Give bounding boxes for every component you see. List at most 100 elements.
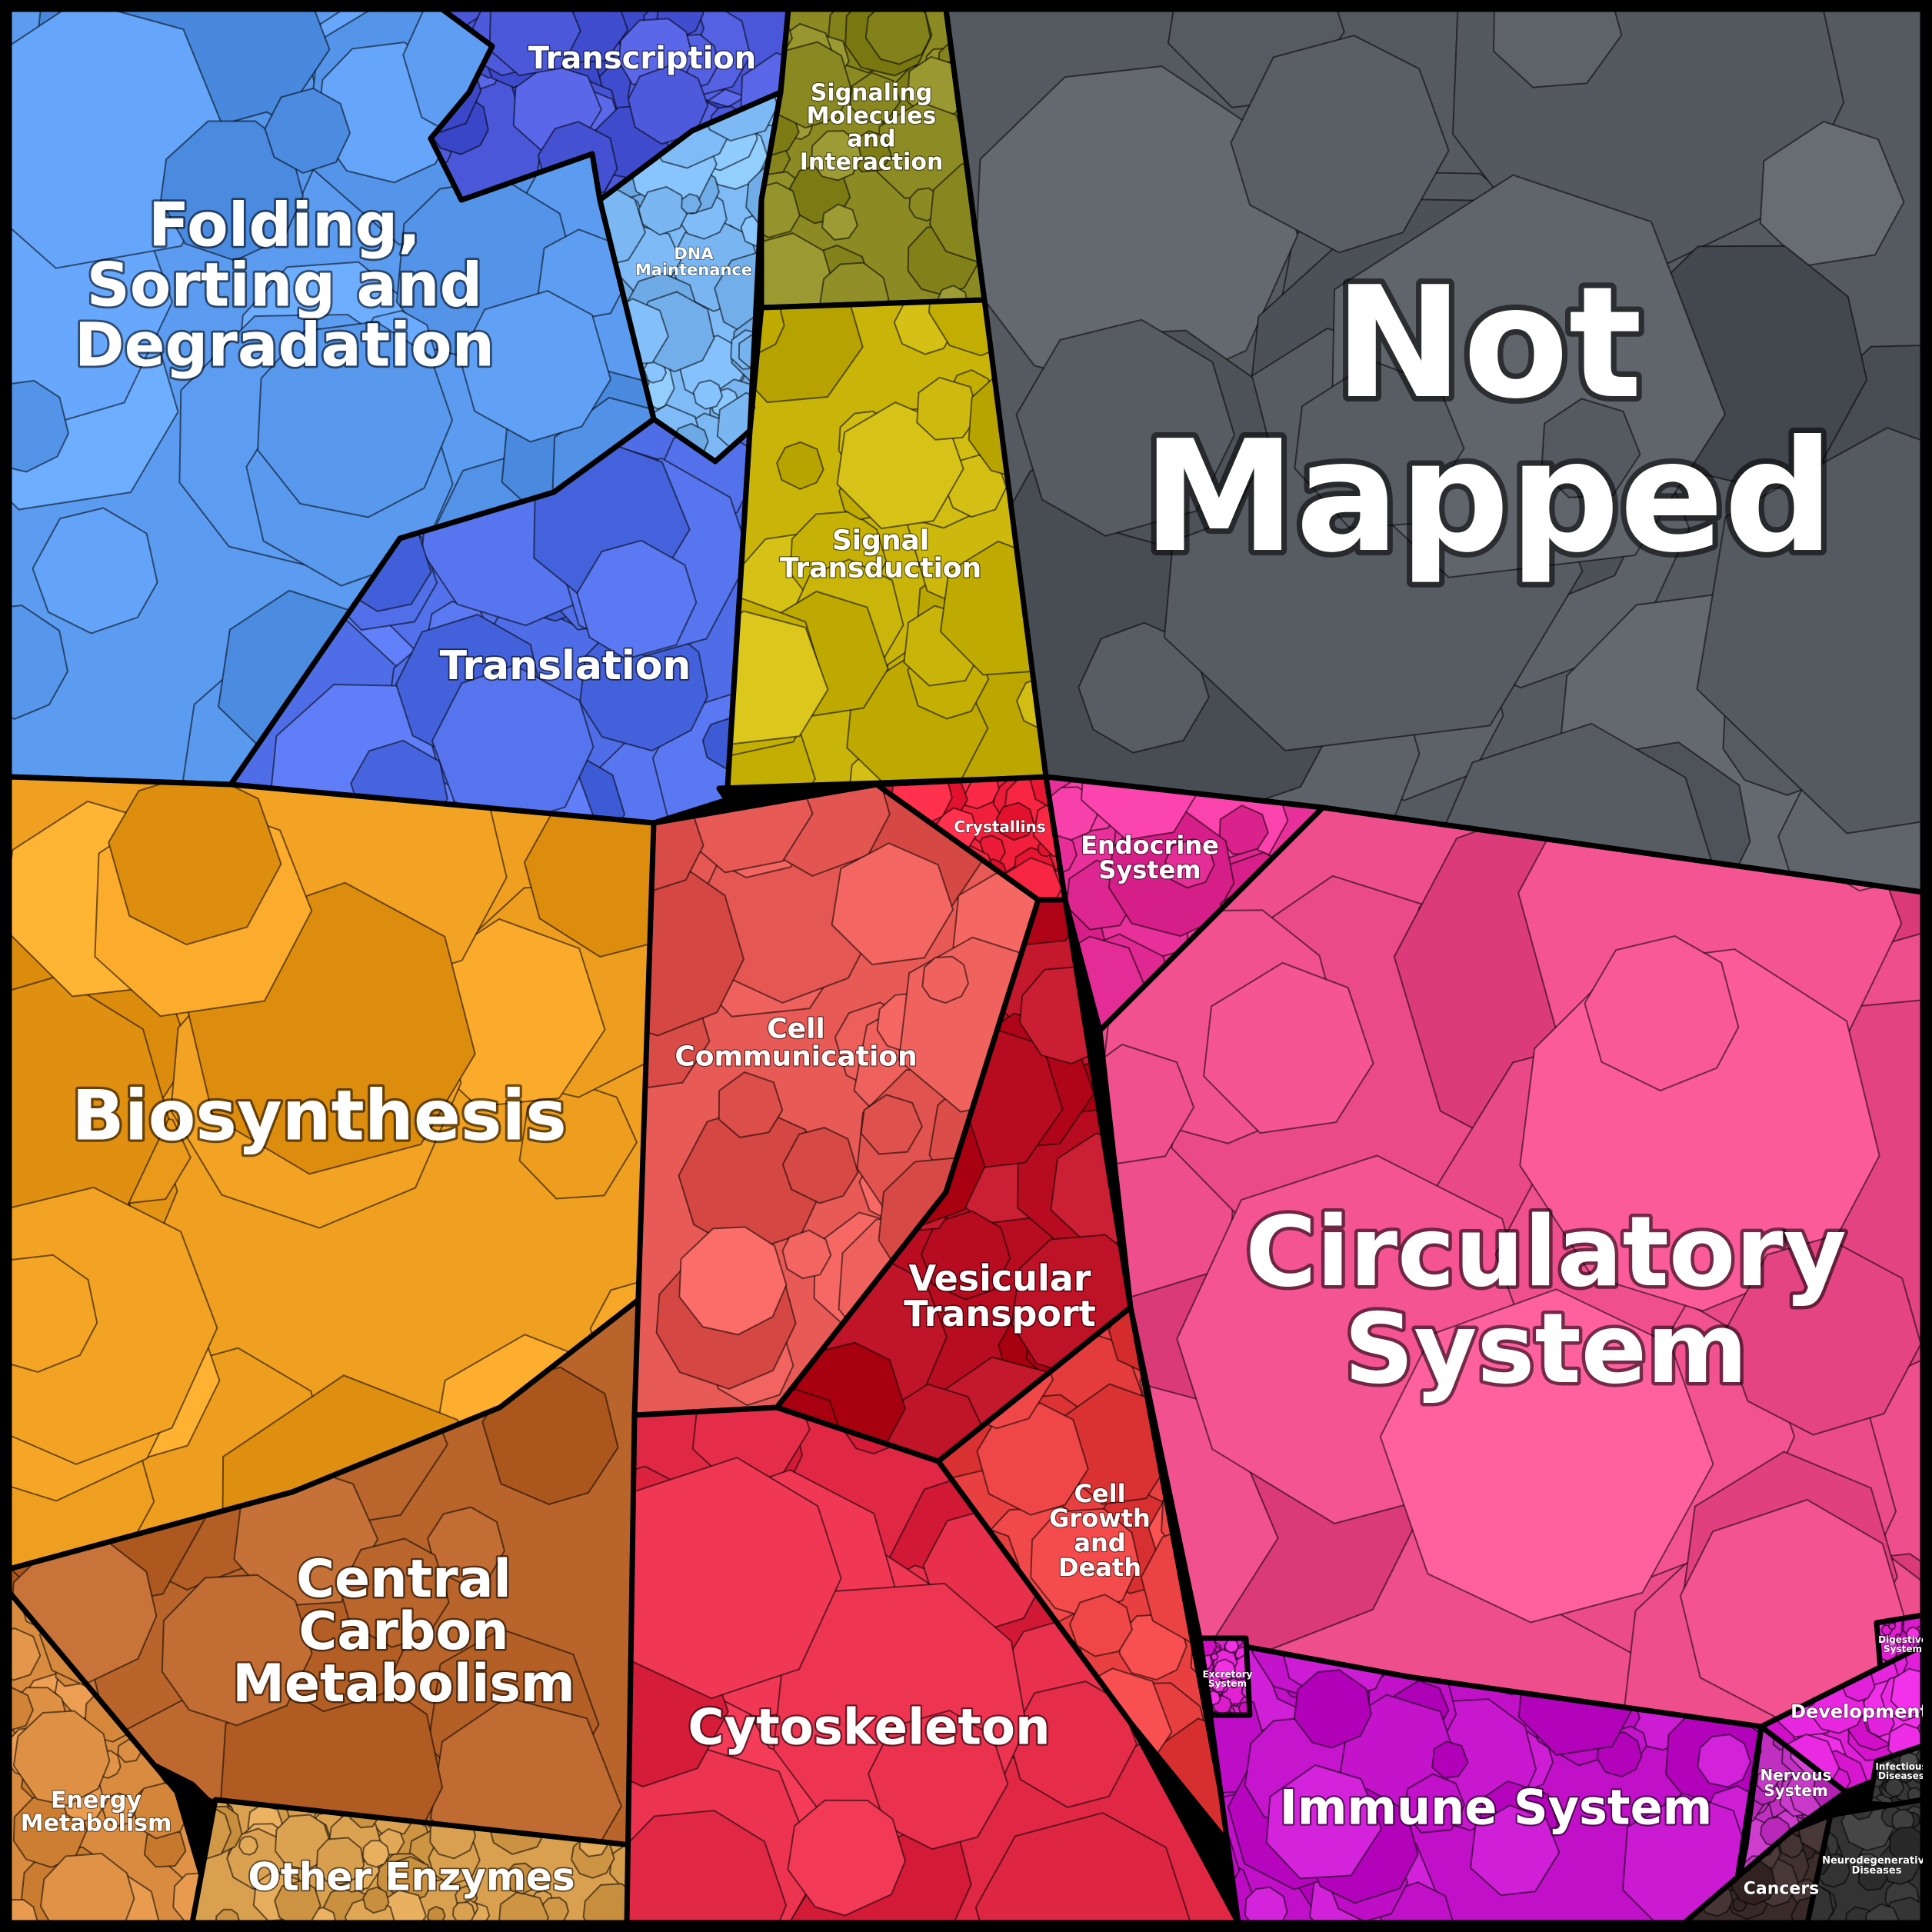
label-line: System: [1344, 1292, 1748, 1405]
label-energy-metabolism: Energy Metabolism: [21, 1787, 172, 1837]
sub-cell: [274, 1814, 331, 1871]
label-excretory: Excretory System: [1203, 1669, 1253, 1689]
label-line: DNA: [674, 245, 714, 263]
label-line: Central: [296, 1549, 511, 1610]
sub-cell: [9, 1627, 42, 1681]
sub-cell: [921, 1210, 1011, 1301]
label-line: Cytoskeleton: [688, 1699, 1050, 1756]
label-central-carbon: Central Carbon Metabolism: [232, 1549, 575, 1714]
sub-cell: [238, 1835, 259, 1856]
label-line: Growth: [1049, 1504, 1151, 1533]
label-line: Cell: [767, 1014, 825, 1045]
sub-cell: [718, 1071, 784, 1138]
label-line: Sorting and: [87, 251, 483, 320]
sub-cell: [505, 1862, 538, 1895]
sub-cell: [1888, 1826, 1923, 1864]
label-line: Interaction: [800, 149, 944, 176]
sub-cell: [1723, 1237, 1922, 1436]
sub-cell: [523, 778, 654, 958]
label-crystallins: Crystallins: [954, 818, 1045, 836]
sub-cell: [627, 1809, 788, 1923]
sub-cell: [108, 777, 282, 946]
label-endocrine: Endocrine System: [1081, 831, 1219, 884]
sub-cell: [860, 1094, 924, 1155]
sub-cell: [681, 193, 702, 215]
sub-cell: [32, 507, 158, 635]
region-other-enzymes: [189, 1797, 641, 1926]
sub-cell: [1451, 9, 1845, 271]
label-immune: Immune System: [1280, 1780, 1712, 1836]
label-line: Crystallins: [954, 818, 1045, 836]
label-line: Carbon: [298, 1601, 508, 1662]
label-line: System: [1884, 1644, 1922, 1654]
label-cancers: Cancers: [1744, 1880, 1820, 1899]
region-circulatory: [1097, 804, 1926, 1730]
sub-cell: [1584, 935, 1740, 1092]
sub-cell: [1293, 1669, 1372, 1749]
sub-cell: [692, 379, 724, 410]
label-nervous: Nervous System: [1760, 1766, 1831, 1800]
sub-cell: [9, 379, 70, 473]
label-line: Cell: [1074, 1479, 1125, 1508]
sub-cell: [678, 1105, 827, 1254]
sub-cell: [761, 182, 801, 238]
sub-cell: [1164, 838, 1215, 889]
sub-cell: [1050, 1132, 1131, 1249]
sub-cell: [1697, 1734, 1751, 1788]
sub-cell: [831, 842, 954, 966]
label-line: Signal: [832, 525, 929, 557]
label-cell-communication: Cell Communication: [675, 1014, 917, 1073]
region-immune-cells: [1200, 1638, 1761, 1923]
label-line: Vesicular: [909, 1257, 1091, 1299]
sub-cell: [1015, 318, 1236, 537]
label-digestive: Digestive System: [1878, 1634, 1927, 1654]
label-biosynthesis: Biosynthesis: [72, 1076, 567, 1157]
label-line: Death: [1058, 1553, 1141, 1582]
sub-cell: [1068, 1594, 1134, 1657]
sub-cell: [1541, 398, 1641, 498]
label-line: Diseases: [1878, 1770, 1924, 1781]
sub-cell: [1294, 360, 1465, 529]
sub-cell: [488, 9, 581, 77]
sub-cell: [459, 290, 611, 443]
sub-cell: [9, 1898, 38, 1923]
sub-cell: [821, 203, 858, 241]
label-line: Immune System: [1280, 1780, 1712, 1836]
sub-cell: [12, 1710, 111, 1807]
sub-cell: [1230, 35, 1450, 254]
sub-cell: [1778, 1833, 1804, 1859]
sub-cell: [1756, 1768, 1780, 1793]
label-line: Maintenance: [635, 261, 752, 279]
label-line: Transduction: [780, 553, 981, 585]
sub-cell: [427, 1506, 505, 1586]
label-line: Other Enzymes: [248, 1855, 575, 1900]
sub-cell: [1492, 9, 1623, 88]
sub-cell: [361, 1840, 390, 1868]
label-line: Not: [1334, 254, 1642, 433]
label-other-enzymes: Other Enzymes: [248, 1855, 575, 1900]
label-line: Metabolism: [21, 1810, 172, 1837]
sub-cell: [995, 801, 1035, 841]
label-line: Neurodegenerative: [1822, 1855, 1931, 1867]
sub-cell: [627, 1457, 842, 1700]
region-immune-border: [1197, 1635, 1764, 1926]
region-excretory: [1197, 1635, 1253, 1718]
label-line: Degradation: [75, 311, 495, 380]
sub-cell: [916, 376, 980, 441]
label-vesicular-transport: Vesicular Transport: [904, 1257, 1095, 1334]
label-line: Energy: [51, 1787, 142, 1814]
label-line: Signaling: [811, 80, 932, 107]
sub-cell: [161, 1574, 313, 1727]
sub-cell: [849, 72, 901, 123]
region-immune: [1197, 1635, 1764, 1926]
sub-cell: [678, 1226, 788, 1336]
label-transcription: Transcription: [528, 41, 756, 76]
sub-cell: [787, 1799, 907, 1917]
sub-cell: [867, 1709, 1009, 1850]
region-not-mapped-cells: [951, 9, 1923, 892]
label-dna-maintenance: DNA Maintenance: [635, 245, 752, 279]
label-development: Development: [1790, 1700, 1929, 1722]
sub-cell: [315, 1837, 365, 1887]
label-signal-transduction: Signal Transduction: [780, 525, 981, 585]
